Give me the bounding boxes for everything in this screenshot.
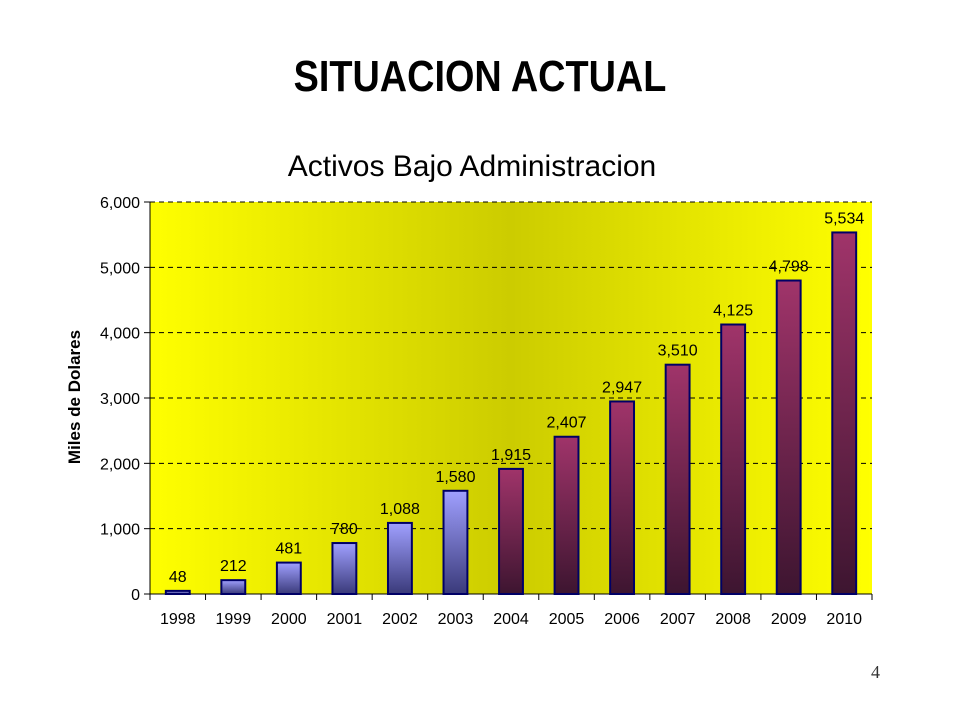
data-label-1999: 212 [220,558,247,575]
data-label-2008: 4,125 [713,303,753,320]
bar-2005 [553,435,580,596]
x-tick-label-2004: 2004 [493,611,529,628]
x-tick-label-1999: 1999 [216,611,252,628]
bar-1999 [220,579,247,596]
y-tick-label: 0 [131,587,140,604]
bar-2009 [775,279,802,595]
x-tick-label-2008: 2008 [715,611,751,628]
x-tick-label-2009: 2009 [771,611,807,628]
x-tick-label-2000: 2000 [271,611,307,628]
bar-1998 [164,589,191,596]
data-label-2010: 5,534 [824,210,864,227]
bar-2001 [331,542,358,595]
y-tick-label: 2,000 [100,456,140,473]
x-tick-label-2002: 2002 [382,611,418,628]
bar-2010 [831,231,858,595]
x-tick-label-2010: 2010 [826,611,862,628]
y-tick-label: 6,000 [100,195,140,212]
y-tick-label: 4,000 [100,326,140,343]
x-tick-label-1998: 1998 [160,611,196,628]
data-label-2001: 780 [331,521,358,538]
bar-2000 [275,561,302,595]
x-tick-label-2006: 2006 [604,611,640,628]
bar-2004 [498,467,524,595]
bar-2003 [442,489,469,596]
data-label-2000: 481 [275,541,302,558]
data-label-2004: 1,915 [491,447,531,464]
data-label-2005: 2,407 [547,415,587,432]
slide-number: 4 [871,662,880,682]
x-axis: 1998 1999 2000 2001 2002 2003 2004 2005 2006 2007… [149,593,873,628]
y-axis: 0 1,000 2,000 3,000 4,000 5,000 6,000 [100,195,151,604]
x-tick-label-2001: 2001 [327,611,363,628]
x-tick-label-2007: 2007 [660,611,696,628]
y-tick-label: 5,000 [100,260,140,277]
bars [164,231,858,596]
x-tick-label-2005: 2005 [549,611,585,628]
data-label-2006: 2,947 [602,379,642,396]
data-label-2003: 1,580 [435,469,475,486]
data-labels: 48 212 481 780 1,088 1,580 1,915 2,407 2,947 3,51… [169,210,864,585]
bar-2007 [664,363,691,595]
x-tick-label-2003: 2003 [438,611,474,628]
data-label-2002: 1,088 [380,501,420,518]
chart-title: Activos Bajo Administracion [288,150,657,183]
bar-2006 [609,400,636,596]
bar-2002 [386,521,413,596]
data-label-2009: 4,798 [769,259,809,276]
data-label-2007: 3,510 [658,343,698,360]
bar-2008 [720,323,747,595]
y-axis-label: Miles de Dolares [65,330,84,464]
y-tick-label: 3,000 [100,391,140,408]
slide-title: SITUACION ACTUAL [293,52,667,101]
y-tick-label: 1,000 [100,522,140,539]
data-label-1998: 48 [169,569,187,586]
